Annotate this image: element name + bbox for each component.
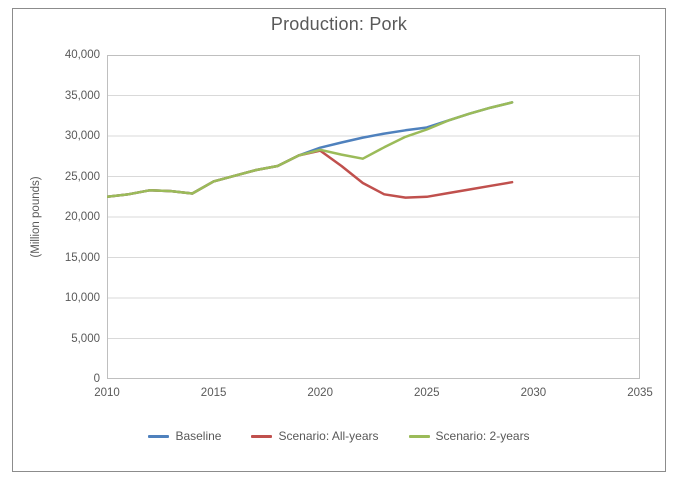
y-tick-label: 20,000 <box>64 211 100 223</box>
series-line-baseline <box>107 101 514 199</box>
y-tick-label: 35,000 <box>64 89 100 102</box>
legend-item-scenario-2-years: Scenario: 2-years <box>408 429 530 443</box>
legend-line-swatch <box>148 434 170 438</box>
series-line-scenario-2-years <box>107 101 514 199</box>
legend-item-scenario-all-years: Scenario: All-years <box>251 429 379 443</box>
legend-label: Scenario: All-years <box>278 429 379 443</box>
chart-title: Production: Pork <box>270 14 408 34</box>
chart-frame <box>12 8 666 472</box>
y-tick-label: 15,000 <box>64 251 100 264</box>
legend-item-baseline: Baseline <box>148 429 221 443</box>
plot-area <box>107 55 640 379</box>
x-tick-label: 2030 <box>520 387 547 399</box>
plot-border <box>107 55 640 379</box>
y-tick-label: 25,000 <box>64 170 100 183</box>
y-tick-label: 10,000 <box>64 292 100 304</box>
x-tick-label: 2015 <box>200 387 227 399</box>
legend-label: Scenario: 2-years <box>435 429 530 443</box>
legend-line-swatch <box>408 434 430 438</box>
x-tick-label: 2010 <box>94 387 120 399</box>
y-tick-label: 30,000 <box>64 130 100 142</box>
legend-line-swatch <box>251 434 273 438</box>
chart-legend: Baseline Scenario: All-years Scenario: 2-y… <box>12 429 666 443</box>
x-tick-label: 2020 <box>307 387 333 399</box>
y-tick-label: 5,000 <box>71 332 100 345</box>
y-tick-label: 0 <box>93 373 100 385</box>
x-tick-label: 2025 <box>414 387 440 399</box>
y-tick-label: 40,000 <box>64 49 100 61</box>
legend-label: Baseline <box>175 429 222 443</box>
x-tick-label: 2035 <box>627 387 653 399</box>
